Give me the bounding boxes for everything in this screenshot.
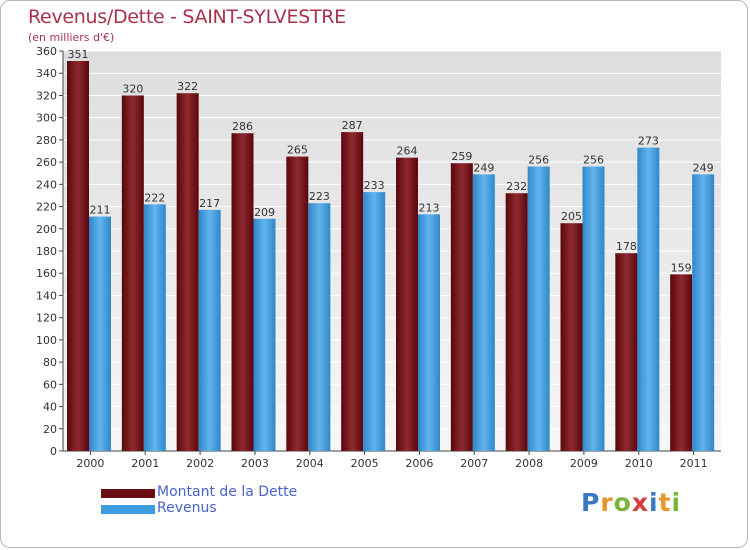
y-tick-label: 180	[36, 245, 57, 258]
bar-revenue-2001	[143, 204, 166, 451]
data-label-debt: 264	[397, 145, 418, 158]
bar-debt-2008	[505, 193, 528, 451]
data-label-revenue: 222	[144, 191, 165, 204]
legend-swatch-revenue	[101, 505, 155, 514]
y-tick-label: 0	[50, 445, 57, 458]
bar-revenue-2006	[418, 214, 440, 451]
y-tick-label: 220	[36, 201, 57, 214]
bar-debt-2002	[176, 93, 199, 451]
y-tick-label: 360	[36, 45, 57, 58]
data-label-debt: 322	[177, 80, 198, 93]
proxiti-logo: Proxiti	[581, 488, 682, 517]
y-tick-label: 120	[36, 312, 57, 325]
chart-subtitle: (en milliers d'€)	[28, 31, 115, 44]
x-tick-label: 2011	[680, 457, 708, 470]
x-tick-label: 2007	[460, 457, 488, 470]
data-label-revenue: 217	[199, 197, 220, 210]
y-tick-label: 20	[43, 423, 57, 436]
y-tick-label: 60	[43, 378, 57, 391]
data-label-debt: 265	[287, 144, 308, 157]
y-tick-label: 80	[43, 356, 57, 369]
x-tick-label: 2004	[296, 457, 324, 470]
y-tick-label: 320	[36, 89, 57, 102]
x-tick-label: 2008	[515, 457, 543, 470]
data-label-revenue: 256	[528, 154, 549, 167]
bar-revenue-2004	[308, 203, 331, 451]
y-tick-label: 240	[36, 178, 57, 191]
x-tick-label: 2002	[186, 457, 214, 470]
bar-debt-2006	[396, 157, 418, 451]
y-tick-label: 160	[36, 267, 57, 280]
data-label-debt: 286	[232, 120, 253, 133]
bar-revenue-2009	[582, 166, 605, 452]
bar-debt-2003	[231, 133, 254, 451]
bar-revenue-2005	[363, 192, 386, 451]
bar-revenue-2003	[253, 218, 276, 451]
x-tick-label: 2010	[625, 457, 653, 470]
bar-revenue-2011	[692, 174, 715, 452]
y-tick-label: 40	[43, 401, 57, 414]
data-label-revenue: 211	[90, 204, 111, 217]
bar-debt-2010	[615, 253, 638, 451]
y-tick-label: 200	[36, 223, 57, 236]
data-label-revenue: 273	[638, 135, 659, 148]
legend-label-debt: Montant de la Dette	[157, 484, 298, 500]
y-tick-label: 280	[36, 134, 57, 147]
bar-debt-2009	[560, 223, 583, 451]
x-tick-label: 2003	[241, 457, 269, 470]
bar-debt-2001	[121, 95, 144, 451]
x-tick-label: 2001	[131, 457, 159, 470]
bar-debt-2000	[67, 61, 89, 451]
data-label-debt: 259	[451, 150, 472, 163]
data-label-debt: 178	[616, 240, 637, 253]
bar-revenue-2010	[637, 147, 660, 451]
bar-debt-2004	[286, 156, 309, 452]
data-label-debt: 205	[561, 210, 582, 223]
data-label-revenue: 223	[309, 190, 330, 203]
chart-title: Revenus/Dette - SAINT-SYLVESTRE	[28, 6, 346, 28]
data-label-debt: 232	[506, 180, 527, 193]
x-tick-label: 2009	[570, 457, 598, 470]
y-tick-label: 300	[36, 112, 57, 125]
x-tick-label: 2005	[351, 457, 379, 470]
bar-debt-2011	[670, 274, 693, 451]
data-label-revenue: 249	[473, 161, 494, 174]
data-label-revenue: 256	[583, 154, 604, 167]
x-tick-label: 2006	[405, 457, 433, 470]
bar-debt-2005	[341, 132, 364, 451]
legend-label-revenue: Revenus	[157, 500, 217, 516]
y-tick-label: 340	[36, 67, 57, 80]
data-label-revenue: 213	[419, 201, 440, 214]
data-label-debt: 287	[342, 119, 363, 132]
bar-revenue-2000	[89, 216, 111, 451]
data-label-debt: 320	[122, 82, 143, 95]
legend-swatch-debt	[101, 489, 155, 498]
x-tick-label: 2000	[76, 457, 104, 470]
data-label-revenue: 209	[254, 206, 275, 219]
bar-revenue-2007	[472, 174, 495, 452]
data-label-revenue: 233	[364, 179, 385, 192]
bar-revenue-2008	[527, 166, 550, 452]
data-label-debt: 159	[671, 261, 692, 274]
bar-debt-2007	[450, 163, 473, 451]
y-tick-label: 100	[36, 334, 57, 347]
y-tick-label: 260	[36, 156, 57, 169]
data-label-debt: 351	[68, 48, 89, 61]
data-label-revenue: 249	[693, 161, 714, 174]
bar-revenue-2002	[198, 209, 221, 451]
y-tick-label: 140	[36, 289, 57, 302]
